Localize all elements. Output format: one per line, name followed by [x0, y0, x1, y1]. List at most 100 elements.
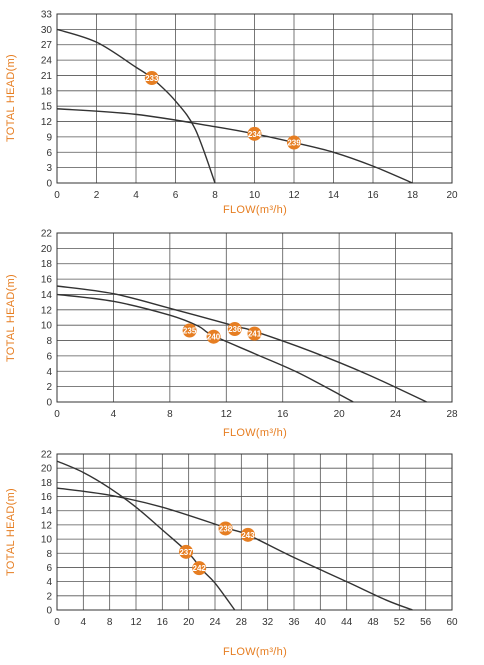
chart-1-marker-234	[247, 126, 262, 141]
chart-2-marker-236	[227, 322, 242, 337]
chart-3-x-tick-label: 12	[130, 617, 142, 628]
chart-3-x-axis-label: FLOW(m³/h)	[223, 646, 287, 658]
chart-3-x-tick-label: 56	[420, 617, 432, 628]
chart-3-series-2-line	[56, 487, 413, 611]
chart-1-marker-label-233: 233	[145, 74, 159, 83]
chart-1-y-tick-label: 6	[46, 148, 52, 159]
chart-2-series-2-line	[56, 285, 427, 403]
chart-2-plot-area: 0 4 8 12 16 20 24 28024681012141618202223524023…	[41, 229, 458, 421]
chart-3-y-tick-label: 8	[46, 549, 52, 560]
chart-2-y-tick-label: 16	[41, 275, 53, 286]
chart-3-x-tick-label: 44	[341, 617, 353, 628]
chart-2-y-tick-label: 10	[41, 321, 53, 332]
chart-2-y-tick-label: 22	[41, 229, 53, 240]
chart-3-x-tick-label: 16	[157, 617, 169, 628]
chart-1-y-tick-label: 27	[41, 40, 53, 51]
chart-3-y-tick-label: 10	[41, 535, 53, 546]
chart-2-y-tick-label: 12	[41, 305, 53, 316]
chart-1-x-tick-label: 0	[54, 190, 60, 201]
chart-1-y-tick-label: 12	[41, 117, 53, 128]
chart-2-y-tick-label: 18	[41, 259, 53, 270]
chart-3-marker-label-238: 238	[219, 524, 233, 533]
chart-3-x-tick-label: 20	[183, 617, 195, 628]
chart-3-x-tick-label: 28	[236, 617, 248, 628]
chart-3-x-tick-label: 0	[54, 617, 60, 628]
chart-1-frame	[56, 13, 453, 184]
chart-2-marker-label-241: 241	[248, 330, 262, 339]
chart-1-x-tick-label: 16	[367, 190, 379, 201]
chart-2-series-1-line	[56, 293, 354, 403]
chart-3-svg: 0 4 8 12 16 20 24 28 32 36 40 44 48 52 56 6002468101214…	[5, 450, 458, 659]
chart-1-plot-area: 0 2 4 6 8 10 12 14 16 18 2003691215182124273033233…	[41, 10, 458, 202]
chart-1-marker-label-239: 239	[287, 139, 301, 148]
chart-3-y-tick-label: 6	[46, 563, 52, 574]
chart-3-plot-area: 0 4 8 12 16 20 24 28 32 36 40 44 48 52 56 6002468101214…	[41, 450, 458, 629]
chart-3-marker-238	[218, 521, 233, 536]
chart-3-marker-label-243: 243	[241, 531, 255, 540]
chart-3-x-tick-label: 32	[262, 617, 274, 628]
chart-1-x-tick-label: 18	[407, 190, 419, 201]
pump-curve-chart-1: 0 2 4 6 8 10 12 14 16 18 20 0 3 6 9 12 15 18 21 24 27 30 33 233…	[0, 0, 484, 218]
chart-1-y-tick-label: 3	[46, 163, 52, 174]
chart-2-marker-label-240: 240	[207, 333, 221, 342]
chart-2-x-tick-label: 8	[167, 409, 173, 420]
chart-3-y-tick-label: 0	[46, 606, 52, 617]
chart-3-marker-label-237: 237	[179, 548, 193, 557]
chart-3-x-tick-label: 40	[315, 617, 327, 628]
chart-1-y-tick-label: 33	[41, 10, 53, 21]
chart-2-y-axis-label: TOTAL HEAD(m)	[5, 274, 17, 362]
chart-3-x-tick-label: 24	[209, 617, 221, 628]
chart-2-x-tick-label: 12	[221, 409, 233, 420]
chart-1-x-tick-label: 4	[133, 190, 139, 201]
chart-3-x-tick-label: 48	[367, 617, 379, 628]
chart-1-y-tick-label: 24	[41, 56, 53, 67]
chart-2-y-tick-label: 6	[46, 351, 52, 362]
chart-1-y-tick-label: 0	[46, 179, 52, 190]
chart-2-x-tick-label: 28	[446, 409, 458, 420]
chart-2-y-tick-label: 2	[46, 382, 52, 393]
chart-1-marker-239	[287, 135, 301, 150]
chart-2-marker-label-236: 236	[228, 325, 242, 334]
chart-1-x-axis-label: FLOW(m³/h)	[223, 204, 287, 216]
chart-2-x-tick-label: 24	[390, 409, 402, 420]
chart-3-x-tick-label: 4	[81, 617, 87, 628]
chart-2-x-tick-label: 4	[111, 409, 117, 420]
chart-1-x-tick-label: 6	[173, 190, 179, 201]
chart-3-marker-243	[240, 527, 255, 542]
chart-3-y-tick-label: 14	[41, 506, 53, 517]
chart-2-y-tick-label: 0	[46, 398, 52, 409]
chart-1-marker-233	[144, 71, 159, 86]
chart-3-y-tick-label: 16	[41, 492, 53, 503]
chart-1-y-tick-label: 15	[41, 102, 53, 113]
chart-2-x-tick-label: 0	[54, 409, 60, 420]
chart-1-series-2-line	[56, 108, 413, 184]
chart-1-x-tick-label: 10	[249, 190, 261, 201]
chart-3-x-tick-label: 52	[394, 617, 406, 628]
chart-2-svg: 0 4 8 12 16 20 24 28024681012141618202223524023…	[5, 229, 458, 440]
pump-curve-chart-3: 0 4 8 12 16 20 24 28 32 36 40 44 48 52 56 60 0 2 4 6 8 10 12 14…	[0, 444, 484, 660]
chart-3-marker-237	[179, 544, 194, 559]
chart-1-y-tick-label: 21	[41, 71, 53, 82]
chart-1-y-tick-label: 9	[46, 132, 52, 143]
chart-2-x-axis-label: FLOW(m³/h)	[223, 427, 287, 439]
chart-2-y-tick-label: 8	[46, 336, 52, 347]
chart-2-x-tick-label: 20	[334, 409, 346, 420]
chart-2-marker-235	[182, 323, 197, 338]
chart-3-y-axis-label: TOTAL HEAD(m)	[5, 488, 17, 576]
chart-3-x-tick-label: 8	[107, 617, 113, 628]
chart-2-y-tick-label: 14	[41, 290, 53, 301]
chart-2-y-tick-label: 20	[41, 244, 53, 255]
chart-3-y-tick-label: 4	[46, 577, 52, 588]
chart-1-y-tick-label: 18	[41, 86, 53, 97]
chart-3-y-tick-label: 20	[41, 464, 53, 475]
chart-1-x-tick-label: 20	[446, 190, 458, 201]
chart-1-x-tick-label: 14	[328, 190, 340, 201]
chart-3-x-tick-label: 36	[288, 617, 300, 628]
chart-3-marker-242	[192, 561, 207, 576]
chart-3-x-tick-label: 60	[446, 617, 458, 628]
chart-3-y-tick-label: 2	[46, 591, 52, 602]
chart-1-y-axis-label: TOTAL HEAD(m)	[5, 54, 17, 142]
chart-2-marker-240	[206, 329, 221, 344]
chart-3-marker-label-242: 242	[193, 564, 207, 573]
chart-1-x-tick-label: 2	[94, 190, 100, 201]
